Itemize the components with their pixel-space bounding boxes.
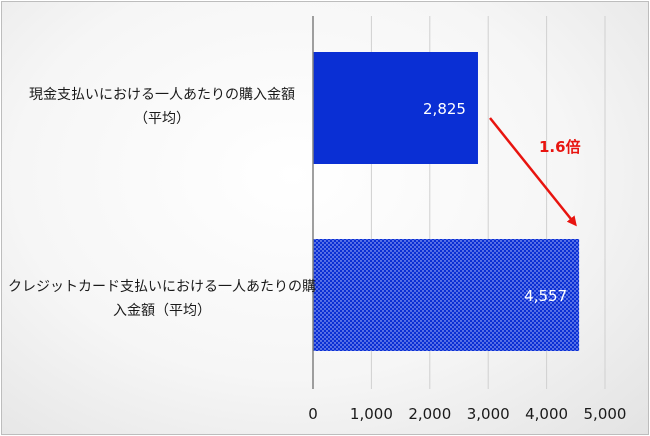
- x-tick-label: 4,000: [525, 405, 568, 423]
- x-tick-label: 5,000: [584, 405, 627, 423]
- arrow-icon: [489, 117, 577, 227]
- category-label: 入金額（平均）: [113, 303, 211, 319]
- data-label: 2,825: [423, 100, 466, 118]
- x-tick-label: 3,000: [467, 405, 510, 423]
- x-tick-label: 1,000: [350, 405, 393, 423]
- data-label: 4,557: [524, 287, 567, 305]
- category-label: 現金支払いにおける一人あたりの購入金額: [29, 87, 295, 103]
- x-axis-tick-labels: 0 1,000 2,000 3,000 4,000 5,000: [308, 405, 626, 423]
- bars: 2,825 4,557: [313, 52, 580, 351]
- category-label: クレジットカード支払いにおける一人あたりの購: [8, 279, 316, 295]
- bar-1: [313, 52, 478, 164]
- x-tick-label: 0: [308, 405, 318, 423]
- category-label: （平均）: [134, 111, 190, 127]
- bar-2: [313, 239, 580, 351]
- annotation-label: 1.6倍: [539, 138, 581, 156]
- annotation: 1.6倍: [489, 117, 581, 227]
- x-tick-label: 2,000: [408, 405, 451, 423]
- category-labels: 現金支払いにおける一人あたりの購入金額 （平均） クレジットカード支払いにおける一人…: [8, 87, 316, 319]
